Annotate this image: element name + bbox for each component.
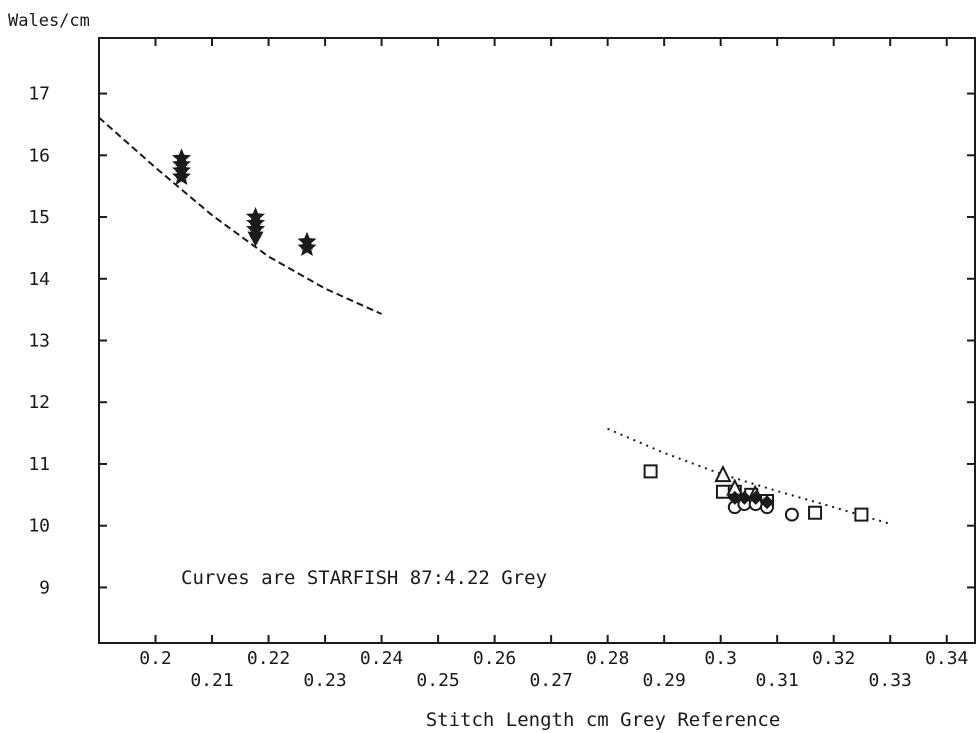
x-tick-label-lower: 0.31 (756, 670, 799, 691)
diamond-marker (760, 495, 775, 510)
y-tick-label: 17 (28, 84, 50, 105)
x-tick-label-lower: 0.21 (190, 670, 233, 691)
x-tick-label-lower: 0.23 (303, 670, 346, 691)
y-tick-label: 15 (28, 207, 50, 228)
square-marker (715, 484, 730, 499)
y-tick-label: 12 (28, 392, 50, 413)
x-tick-label-upper: 0.2 (139, 648, 172, 669)
x-tick-label-upper: 0.28 (586, 648, 629, 669)
plot-frame (98, 37, 976, 644)
x-axis-label: Stitch Length cm Grey Reference (426, 709, 781, 731)
y-tick-label: 10 (28, 516, 50, 537)
triangle-up-marker (714, 464, 732, 483)
x-tick-label-upper: 0.24 (360, 648, 403, 669)
square-marker (808, 505, 823, 520)
star-marker (297, 237, 317, 256)
x-tick-label-upper: 0.32 (812, 648, 855, 669)
x-tick-label-upper: 0.3 (704, 648, 737, 669)
circle-marker (784, 507, 799, 522)
x-tick-label-lower: 0.27 (529, 670, 572, 691)
y-tick-label: 11 (28, 454, 50, 475)
x-tick-label-lower: 0.25 (416, 670, 459, 691)
y-tick-label: 14 (28, 269, 50, 290)
y-tick-label: 16 (28, 145, 50, 166)
square-marker (643, 464, 658, 479)
dashed-fit-curve (98, 116, 383, 315)
triangle-down-marker (247, 231, 264, 247)
y-tick-label: 9 (39, 577, 50, 598)
y-tick-label: 13 (28, 331, 50, 352)
x-tick-label-lower: 0.29 (642, 670, 685, 691)
star-marker (246, 219, 266, 238)
x-tick-label-upper: 0.34 (925, 648, 968, 669)
chart-annotation: Curves are STARFISH 87:4.22 Grey (181, 567, 547, 589)
x-tick-label-lower: 0.33 (869, 670, 912, 691)
diamond-marker (737, 490, 752, 505)
x-tick-label-upper: 0.26 (473, 648, 516, 669)
x-tick-label-upper: 0.22 (247, 648, 290, 669)
y-axis-label: Wales/cm (8, 11, 90, 31)
square-marker (854, 507, 869, 522)
star-marker (172, 166, 191, 185)
diamond-marker (727, 490, 742, 505)
diamond-marker (748, 490, 763, 505)
